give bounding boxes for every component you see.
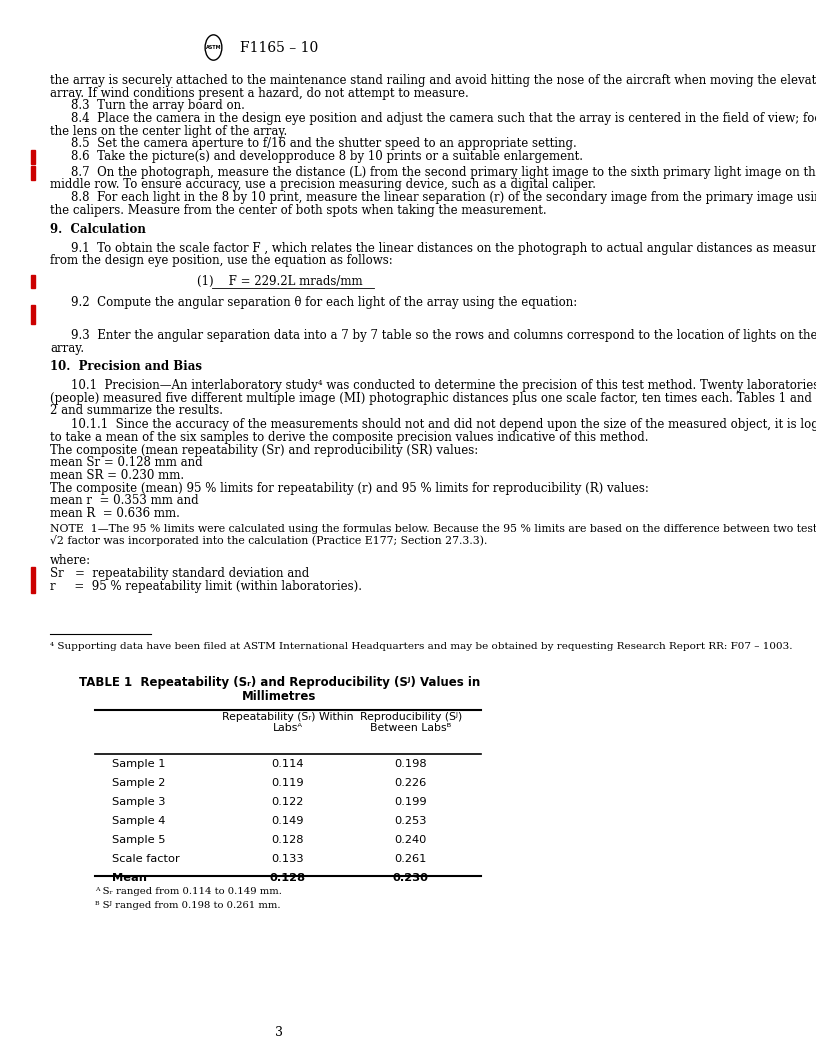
Text: Scale factor: Scale factor [112, 854, 180, 864]
Text: ᴬ Sᵣ ranged from 0.114 to 0.149 mm.: ᴬ Sᵣ ranged from 0.114 to 0.149 mm. [95, 887, 282, 897]
Text: ⁴ Supporting data have been filed at ASTM International Headquarters and may be : ⁴ Supporting data have been filed at AST… [51, 642, 793, 652]
Bar [31, 166, 35, 180]
Text: TABLE 1  Repeatability (Sᵣ) and Reproducibility (Sᴶ) Values in: TABLE 1 Repeatability (Sᵣ) and Reproduci… [79, 676, 480, 689]
Text: 8.3  Turn the array board on.: 8.3 Turn the array board on. [71, 99, 245, 112]
Text: Sample 2: Sample 2 [112, 778, 165, 788]
Text: Sample 3: Sample 3 [112, 797, 166, 807]
Text: 0.226: 0.226 [395, 778, 427, 788]
Text: 10.1  Precision—An interlaboratory study⁴ was conducted to determine the precisi: 10.1 Precision—An interlaboratory study⁴… [71, 379, 816, 392]
Text: Millimetres: Millimetres [242, 690, 317, 702]
Text: (1)    F = 229.2L mrads/mm: (1) F = 229.2L mrads/mm [197, 275, 362, 287]
Text: √2 factor was incorporated into the calculation (Practice E177; Section 27.3.3).: √2 factor was incorporated into the calc… [51, 535, 488, 546]
Text: 8.5  Set the camera aperture to f/16 and the shutter speed to an appropriate set: 8.5 Set the camera aperture to f/16 and … [71, 137, 577, 150]
Text: 9.  Calculation: 9. Calculation [51, 223, 146, 235]
Text: NOTE  1—The 95 % limits were calculated using the formulas below. Because the 95: NOTE 1—The 95 % limits were calculated u… [51, 524, 816, 533]
Text: Sample 1: Sample 1 [112, 759, 166, 769]
Text: Sample 4: Sample 4 [112, 816, 165, 826]
Text: 8.4  Place the camera in the design eye position and adjust the camera such that: 8.4 Place the camera in the design eye p… [71, 112, 816, 125]
Text: Mean: Mean [112, 873, 147, 883]
Text: 0.114: 0.114 [272, 759, 304, 769]
Text: 8.8  For each light in the 8 by 10 print, measure the linear separation (r) of t: 8.8 For each light in the 8 by 10 print,… [71, 191, 816, 204]
Text: 0.119: 0.119 [272, 778, 304, 788]
Text: the calipers. Measure from the center of both spots when taking the measurement.: the calipers. Measure from the center of… [51, 204, 547, 216]
Text: 10.1.1  Since the accuracy of the measurements should not and did not depend upo: 10.1.1 Since the accuracy of the measure… [71, 418, 816, 431]
Text: The composite (mean) 95 % limits for repeatability (r) and 95 % limits for repro: The composite (mean) 95 % limits for rep… [51, 482, 650, 494]
Text: mean R  = 0.636 mm.: mean R = 0.636 mm. [51, 507, 180, 520]
Text: 0.199: 0.199 [394, 797, 427, 807]
Text: ᴮ Sᴶ ranged from 0.198 to 0.261 mm.: ᴮ Sᴶ ranged from 0.198 to 0.261 mm. [95, 901, 281, 910]
Text: where:: where: [51, 554, 91, 567]
Text: The composite (mean repeatability (Sr) and reproducibility (SR) values:: The composite (mean repeatability (Sr) a… [51, 444, 478, 456]
Text: 8.6  Take the picture(s) and developproduce 8 by 10 prints or a suitable enlarge: 8.6 Take the picture(s) and developprodu… [71, 150, 583, 163]
Text: 10.  Precision and Bias: 10. Precision and Bias [51, 360, 202, 373]
Text: middle row. To ensure accuracy, use a precision measuring device, such as a digi: middle row. To ensure accuracy, use a pr… [51, 178, 596, 191]
Text: 8.7  On the photograph, measure the distance (L) from the second primary light i: 8.7 On the photograph, measure the dista… [71, 166, 816, 178]
Text: 0.198: 0.198 [394, 759, 427, 769]
Text: 0.253: 0.253 [394, 816, 427, 826]
Text: 0.122: 0.122 [272, 797, 304, 807]
Bar [31, 567, 35, 593]
Text: 2 and summarize the results.: 2 and summarize the results. [51, 404, 224, 417]
Text: 0.261: 0.261 [395, 854, 427, 864]
Text: from the design eye position, use the equation as follows:: from the design eye position, use the eq… [51, 254, 393, 267]
Text: 0.128: 0.128 [272, 835, 304, 845]
Text: ASTM: ASTM [206, 45, 221, 50]
Text: 9.3  Enter the angular separation data into a 7 by 7 table so the rows and colum: 9.3 Enter the angular separation data in… [71, 329, 816, 342]
Text: array.: array. [51, 342, 84, 355]
Text: F1165 – 10: F1165 – 10 [240, 40, 318, 55]
Text: the lens on the center light of the array.: the lens on the center light of the arra… [51, 125, 287, 137]
Text: 3: 3 [276, 1026, 283, 1039]
Text: Sr   =  repeatability standard deviation and: Sr = repeatability standard deviation an… [51, 567, 309, 580]
Text: Repeatability (Sᵣ) Within
Labsᴬ: Repeatability (Sᵣ) Within Labsᴬ [222, 712, 353, 733]
Text: 0.240: 0.240 [395, 835, 427, 845]
Text: mean Sr = 0.128 mm and: mean Sr = 0.128 mm and [51, 456, 203, 469]
Text: 0.230: 0.230 [392, 873, 428, 883]
Text: (people) measured five different multiple image (MI) photographic distances plus: (people) measured five different multipl… [51, 392, 812, 404]
Text: 0.128: 0.128 [270, 873, 306, 883]
Text: the array is securely attached to the maintenance stand railing and avoid hittin: the array is securely attached to the ma… [51, 74, 816, 87]
Text: Reproducibility (Sᴶ)
Between Labsᴮ: Reproducibility (Sᴶ) Between Labsᴮ [360, 712, 462, 733]
Text: 0.149: 0.149 [272, 816, 304, 826]
Text: mean r  = 0.353 mm and: mean r = 0.353 mm and [51, 494, 199, 507]
Bar [31, 150, 35, 164]
Text: 9.2  Compute the angular separation θ for each light of the array using the equa: 9.2 Compute the angular separation θ for… [71, 296, 577, 308]
Text: Sample 5: Sample 5 [112, 835, 166, 845]
Text: array. If wind conditions present a hazard, do not attempt to measure.: array. If wind conditions present a haza… [51, 87, 469, 99]
Text: mean SR = 0.230 mm.: mean SR = 0.230 mm. [51, 469, 184, 482]
Bar [31, 305, 35, 324]
Text: r     =  95 % repeatability limit (within laboratories).: r = 95 % repeatability limit (within lab… [51, 580, 362, 592]
Text: 9.1  To obtain the scale factor F , which relates the linear distances on the ph: 9.1 To obtain the scale factor F , which… [71, 242, 816, 254]
Text: 0.133: 0.133 [272, 854, 304, 864]
Text: to take a mean of the six samples to derive the composite precision values indic: to take a mean of the six samples to der… [51, 431, 649, 444]
Bar [31, 275, 35, 288]
